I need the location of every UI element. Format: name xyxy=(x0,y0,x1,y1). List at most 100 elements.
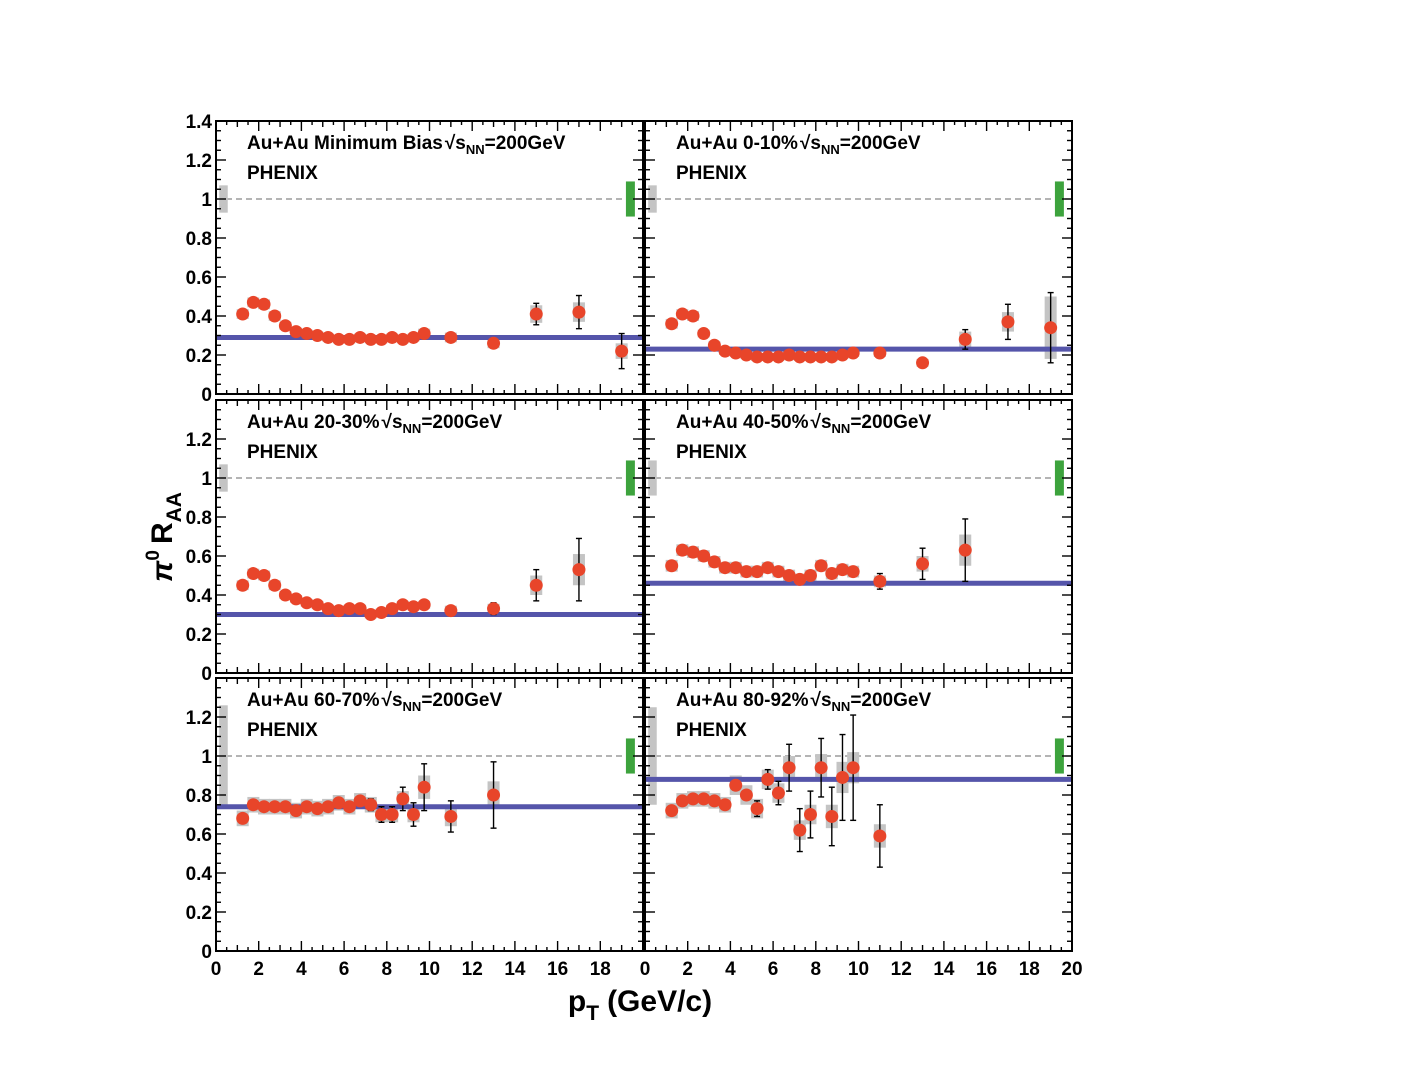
data-point xyxy=(572,563,586,577)
data-point xyxy=(300,327,314,341)
data-point xyxy=(697,792,711,806)
panel-title-prefix: Au+Au 80-92% xyxy=(676,690,809,711)
data-point xyxy=(385,330,399,344)
panel-title: Au+Au Minimum Bias √sNN=200GeV xyxy=(247,133,566,157)
x-tick-label: 2 xyxy=(253,959,264,980)
x-axis-title: pT (GeV/c) xyxy=(568,985,712,1025)
y-tick-label: 0.4 xyxy=(186,864,213,885)
data-point xyxy=(396,598,410,612)
sqrt-s: s xyxy=(821,690,832,711)
data-point xyxy=(675,543,689,557)
y-axis-title-sub: AA xyxy=(163,492,186,522)
data-point xyxy=(814,350,828,364)
data-point xyxy=(814,559,828,573)
data-point xyxy=(310,329,324,342)
panel-title: Au+Au 20-30% √sNN=200GeV xyxy=(247,412,502,436)
energy-label: =200GeV xyxy=(421,412,502,433)
data-point xyxy=(332,604,346,618)
y-tick-label: 1.4 xyxy=(186,112,213,133)
data-point xyxy=(958,332,972,346)
x-tick-label: 12 xyxy=(462,959,483,980)
data-point xyxy=(396,332,410,346)
sqrt-sub: NN xyxy=(821,142,840,157)
experiment-label: PHENIX xyxy=(247,442,318,463)
data-point xyxy=(846,565,860,579)
x-axis-title-units: (GeV/c) xyxy=(607,985,712,1018)
data-point xyxy=(739,348,753,362)
panel-title: Au+Au 0-10% √sNN=200GeV xyxy=(676,133,921,157)
data-point xyxy=(835,348,849,362)
data-point xyxy=(739,565,753,579)
data-point xyxy=(332,332,346,346)
data-point xyxy=(236,811,250,825)
sqrt-symbol: √ xyxy=(445,133,456,154)
data-point xyxy=(846,761,860,775)
data-point xyxy=(761,561,775,575)
data-point xyxy=(750,350,764,364)
normalization-box xyxy=(1054,460,1064,496)
data-point xyxy=(771,565,785,579)
x-tick-label: 8 xyxy=(382,959,393,980)
data-point xyxy=(916,557,930,571)
energy-label: =200GeV xyxy=(850,412,931,433)
y-axis-title-sup: 0 xyxy=(143,550,164,561)
data-point xyxy=(278,319,292,333)
energy-label: =200GeV xyxy=(840,133,921,154)
y-tick-label: 0 xyxy=(201,942,212,963)
x-tick-label: 4 xyxy=(725,959,736,980)
panel-frame xyxy=(215,120,644,395)
x-tick-label: 18 xyxy=(590,959,611,980)
data-point xyxy=(289,804,303,818)
data-point xyxy=(750,802,764,816)
data-point xyxy=(803,350,817,364)
data-point xyxy=(529,578,543,592)
data-point xyxy=(300,596,314,610)
data-point xyxy=(675,307,689,321)
data-point xyxy=(257,569,271,582)
x-tick-label: 14 xyxy=(933,959,955,980)
normalization-box xyxy=(1054,738,1064,774)
data-point xyxy=(321,602,335,616)
data-point xyxy=(364,332,378,346)
data-point xyxy=(761,350,775,364)
x-tick-label: 6 xyxy=(339,959,350,980)
data-point xyxy=(385,808,399,821)
panel-1: 0 0.2 0.4 0.6 0.8 1 1.2 1.4 Au+Au Minimum Bias √s… xyxy=(186,112,644,406)
sqrt-sub: NN xyxy=(832,699,851,714)
y-tick-label: 0.8 xyxy=(186,786,212,807)
data-point xyxy=(750,565,764,579)
y-tick-label: 1 xyxy=(201,747,212,768)
x-tick-label: 14 xyxy=(504,959,526,980)
data-point xyxy=(385,602,399,616)
data-point xyxy=(718,344,732,358)
sqrt-s: s xyxy=(392,690,403,711)
sqrt-sub: NN xyxy=(832,421,851,436)
data-point xyxy=(268,309,282,323)
data-point xyxy=(825,809,839,823)
panel-grid: 00.20.40.60.811.21.4Au+Au Minimum Bias √s… xyxy=(186,112,1083,980)
data-point xyxy=(846,346,860,360)
y-axis-title-pi: π xyxy=(146,560,179,582)
sqrt-symbol: √ xyxy=(811,690,822,711)
data-point xyxy=(406,808,420,821)
data-point xyxy=(782,761,796,775)
y-tick-label: 0.8 xyxy=(186,229,212,250)
data-point xyxy=(718,561,732,575)
data-point xyxy=(268,578,282,592)
y-axis-title-r: R xyxy=(146,522,179,544)
data-point xyxy=(686,792,700,806)
y-tick-label: 0.4 xyxy=(186,586,213,607)
normalization-box xyxy=(625,460,635,496)
data-point xyxy=(236,307,250,321)
data-point xyxy=(761,772,775,786)
panel-title: Au+Au 40-50% √sNN=200GeV xyxy=(676,412,931,436)
experiment-label: PHENIX xyxy=(676,163,747,184)
panel-title-prefix: Au+Au Minimum Bias xyxy=(247,133,443,154)
data-point xyxy=(268,800,282,814)
data-point xyxy=(444,809,458,823)
y-tick-label: 0.2 xyxy=(186,625,212,646)
x-tick-label: 16 xyxy=(547,959,568,980)
data-point xyxy=(342,332,356,346)
energy-label: =200GeV xyxy=(421,690,502,711)
y-tick-label: 0 xyxy=(201,664,212,685)
